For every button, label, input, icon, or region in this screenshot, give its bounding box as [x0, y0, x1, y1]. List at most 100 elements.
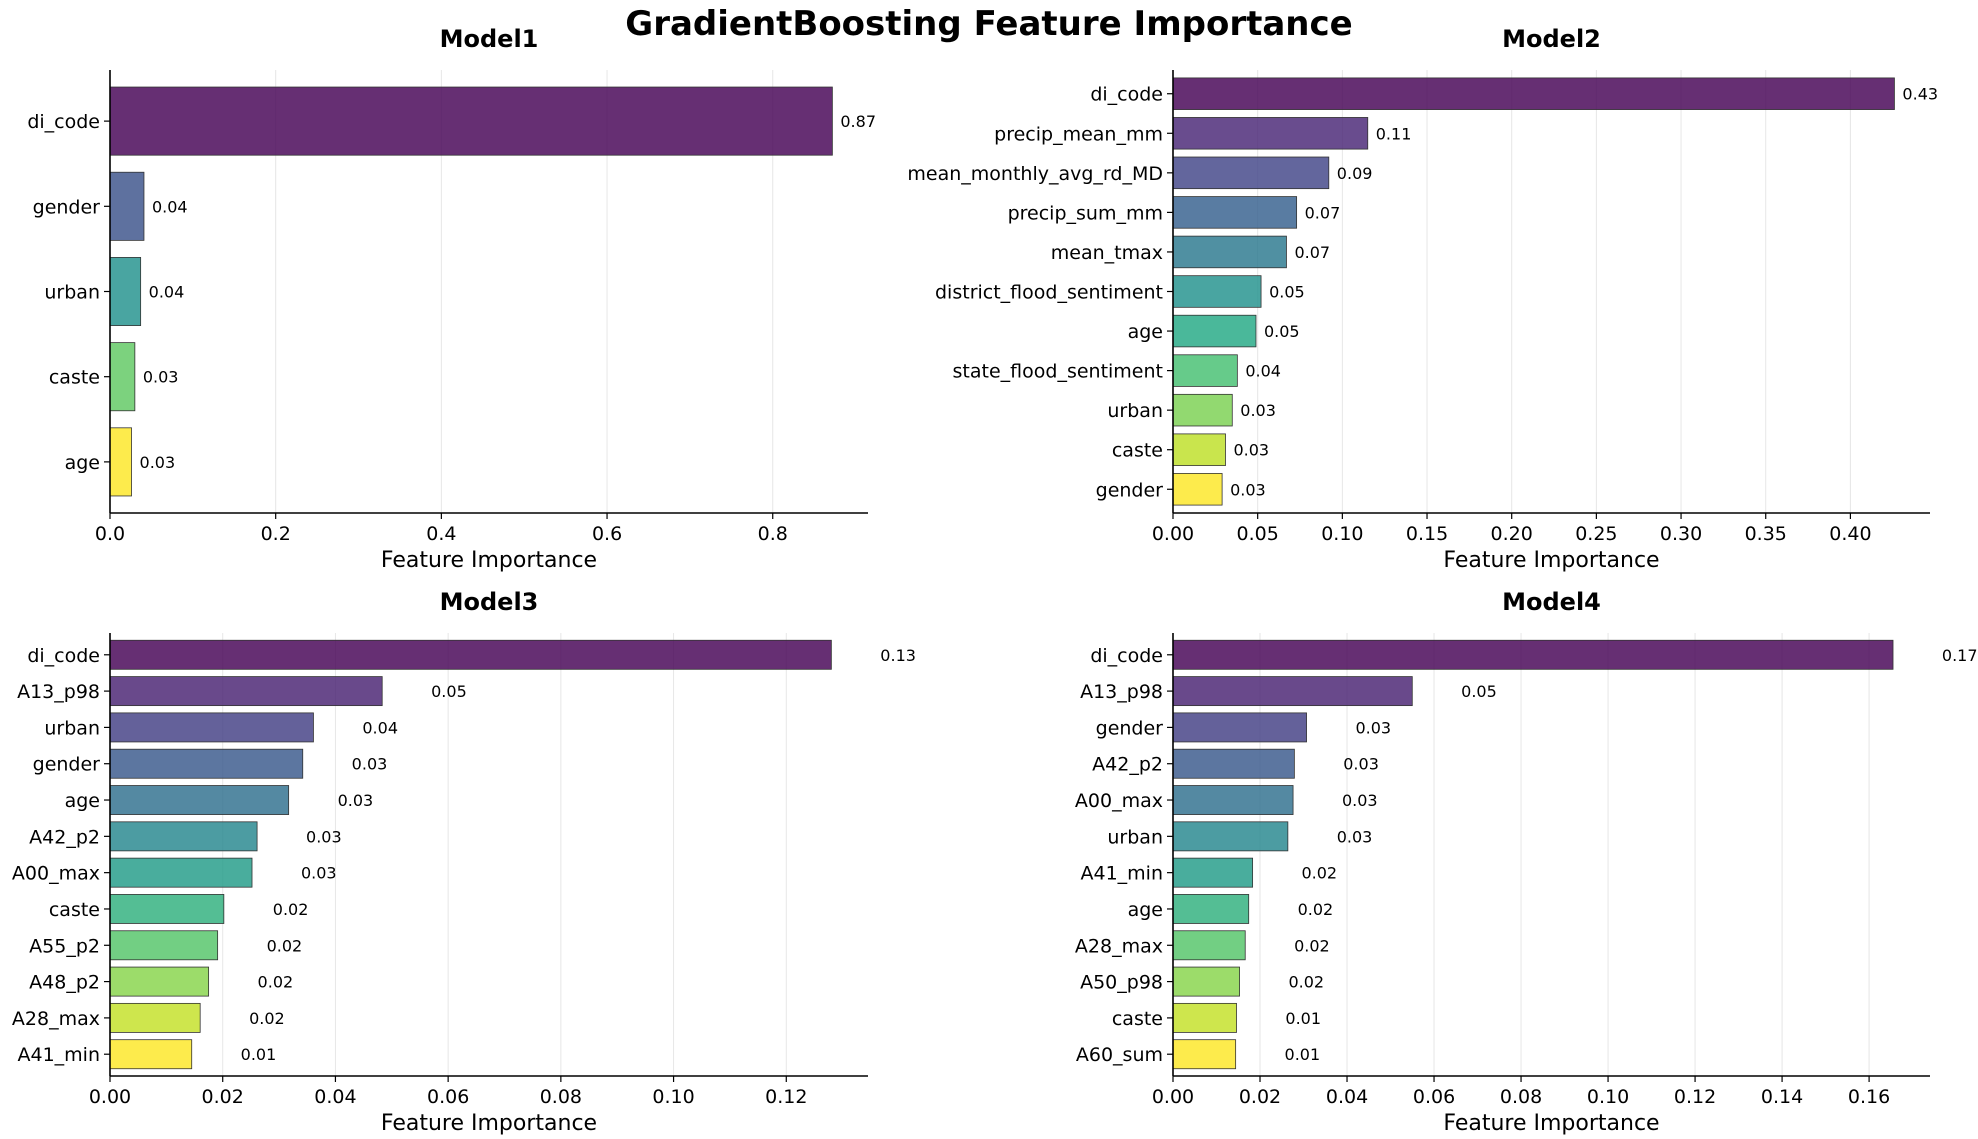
bar	[1172, 1002, 1237, 1033]
data-label: 0.17	[1942, 646, 1978, 665]
category-label: di_code	[27, 645, 100, 667]
category-label: A28_max	[1075, 935, 1163, 957]
bar	[109, 171, 145, 241]
category-label: caste	[49, 367, 100, 389]
data-label: 0.03	[140, 453, 176, 472]
category-label: urban	[1107, 826, 1163, 848]
data-label: 0.04	[152, 197, 188, 216]
bar	[1172, 77, 1895, 110]
x-tick-label: 0.08	[540, 1086, 582, 1108]
x-tick-label: 0.8	[758, 523, 788, 545]
subplot-title: Model4	[1502, 588, 1601, 616]
data-label: 0.03	[1342, 791, 1378, 810]
x-axis-label: Feature Importance	[1443, 1111, 1659, 1136]
data-label: 0.09	[1337, 164, 1373, 183]
category-label: precip_mean_mm	[994, 123, 1163, 145]
x-tick-label: 0.00	[1152, 523, 1194, 545]
subplot-title: Model1	[440, 25, 539, 53]
bar	[1172, 785, 1294, 815]
data-label: 0.07	[1294, 243, 1330, 262]
data-label: 0.11	[1376, 124, 1412, 143]
figure-title: GradientBoosting Feature Importance	[625, 4, 1353, 44]
data-label: 0.05	[1269, 283, 1305, 302]
bar	[109, 748, 304, 779]
data-label: 0.03	[143, 368, 179, 387]
bar	[1172, 894, 1250, 924]
category-label: A41_min	[1080, 863, 1163, 885]
x-tick-label: 0.14	[1761, 1086, 1803, 1108]
category-label: A13_p98	[17, 681, 100, 703]
data-label: 0.02	[1294, 936, 1330, 955]
bar	[109, 1039, 193, 1070]
data-label: 0.13	[880, 646, 916, 665]
x-tick-label: 0.10	[652, 1086, 694, 1108]
category-label: gender	[1096, 479, 1164, 501]
x-tick-label: 0.2	[261, 523, 291, 545]
data-label: 0.02	[1301, 864, 1337, 883]
x-tick-label: 0.16	[1848, 1086, 1890, 1108]
x-axis-label: Feature Importance	[381, 548, 597, 573]
bar	[1172, 676, 1413, 707]
category-label: urban	[44, 717, 100, 739]
data-label: 0.02	[273, 900, 309, 919]
bar	[1172, 712, 1307, 743]
data-label: 0.03	[1337, 827, 1373, 846]
subplot-1: 0.87 di_code 0.04 gender 0.04 urban 0.03 caste 0…	[27, 25, 876, 573]
data-label: 0.01	[1285, 1045, 1321, 1064]
category-label: A48_p2	[29, 972, 100, 994]
category-label: district_flood_sentiment	[935, 282, 1163, 304]
data-label: 0.01	[1285, 1009, 1321, 1028]
x-tick-label: 0.04	[314, 1086, 356, 1108]
bar	[109, 930, 219, 961]
data-label: 0.04	[1245, 362, 1281, 381]
category-label: age	[65, 790, 100, 812]
category-label: gender	[33, 196, 101, 218]
category-label: caste	[1112, 1008, 1163, 1030]
x-tick-label: 0.00	[1152, 1086, 1194, 1108]
bar	[1172, 196, 1298, 229]
x-tick-label: 0.02	[202, 1086, 244, 1108]
category-label: A42_p2	[29, 826, 100, 848]
bar	[1172, 393, 1233, 427]
bar	[109, 894, 225, 924]
bar	[109, 342, 136, 412]
bar	[109, 857, 253, 888]
category-label: di_code	[1090, 645, 1163, 667]
category-label: A60_sum	[1076, 1044, 1163, 1066]
category-label: A50_p98	[1080, 972, 1163, 994]
x-tick-label: 0.0	[95, 523, 125, 545]
data-label: 0.04	[149, 283, 185, 302]
category-label: caste	[1112, 440, 1163, 462]
bar	[109, 966, 210, 997]
bar	[1172, 1039, 1237, 1070]
bar	[1172, 314, 1257, 348]
subplot-title: Model3	[440, 588, 539, 616]
category-label: mean_monthly_avg_rd_MD	[907, 163, 1163, 185]
x-tick-label: 0.15	[1406, 523, 1448, 545]
category-label: A41_min	[17, 1044, 100, 1066]
subplot-title: Model2	[1502, 25, 1601, 53]
category-label: A00_max	[12, 863, 100, 885]
category-label: state_flood_sentiment	[953, 361, 1163, 383]
data-label: 0.05	[1461, 682, 1497, 701]
bar	[1172, 821, 1289, 852]
x-axis-label: Feature Importance	[1443, 548, 1659, 573]
bar	[109, 1002, 201, 1033]
data-label: 0.05	[1264, 322, 1300, 341]
category-label: A55_p2	[29, 935, 100, 957]
bar	[1172, 354, 1238, 387]
category-label: age	[65, 452, 100, 474]
x-tick-label: 0.4	[426, 523, 456, 545]
data-label: 0.02	[1298, 900, 1334, 919]
bar	[109, 427, 132, 497]
data-label: 0.05	[431, 682, 467, 701]
bar	[1172, 117, 1369, 150]
bar	[1172, 275, 1262, 308]
data-label: 0.03	[1343, 755, 1379, 774]
category-label: age	[1128, 321, 1163, 343]
bar	[109, 676, 383, 707]
bar	[109, 712, 314, 743]
bar	[1172, 748, 1295, 779]
x-tick-label: 0.00	[89, 1086, 131, 1108]
data-label: 0.02	[1288, 973, 1324, 992]
